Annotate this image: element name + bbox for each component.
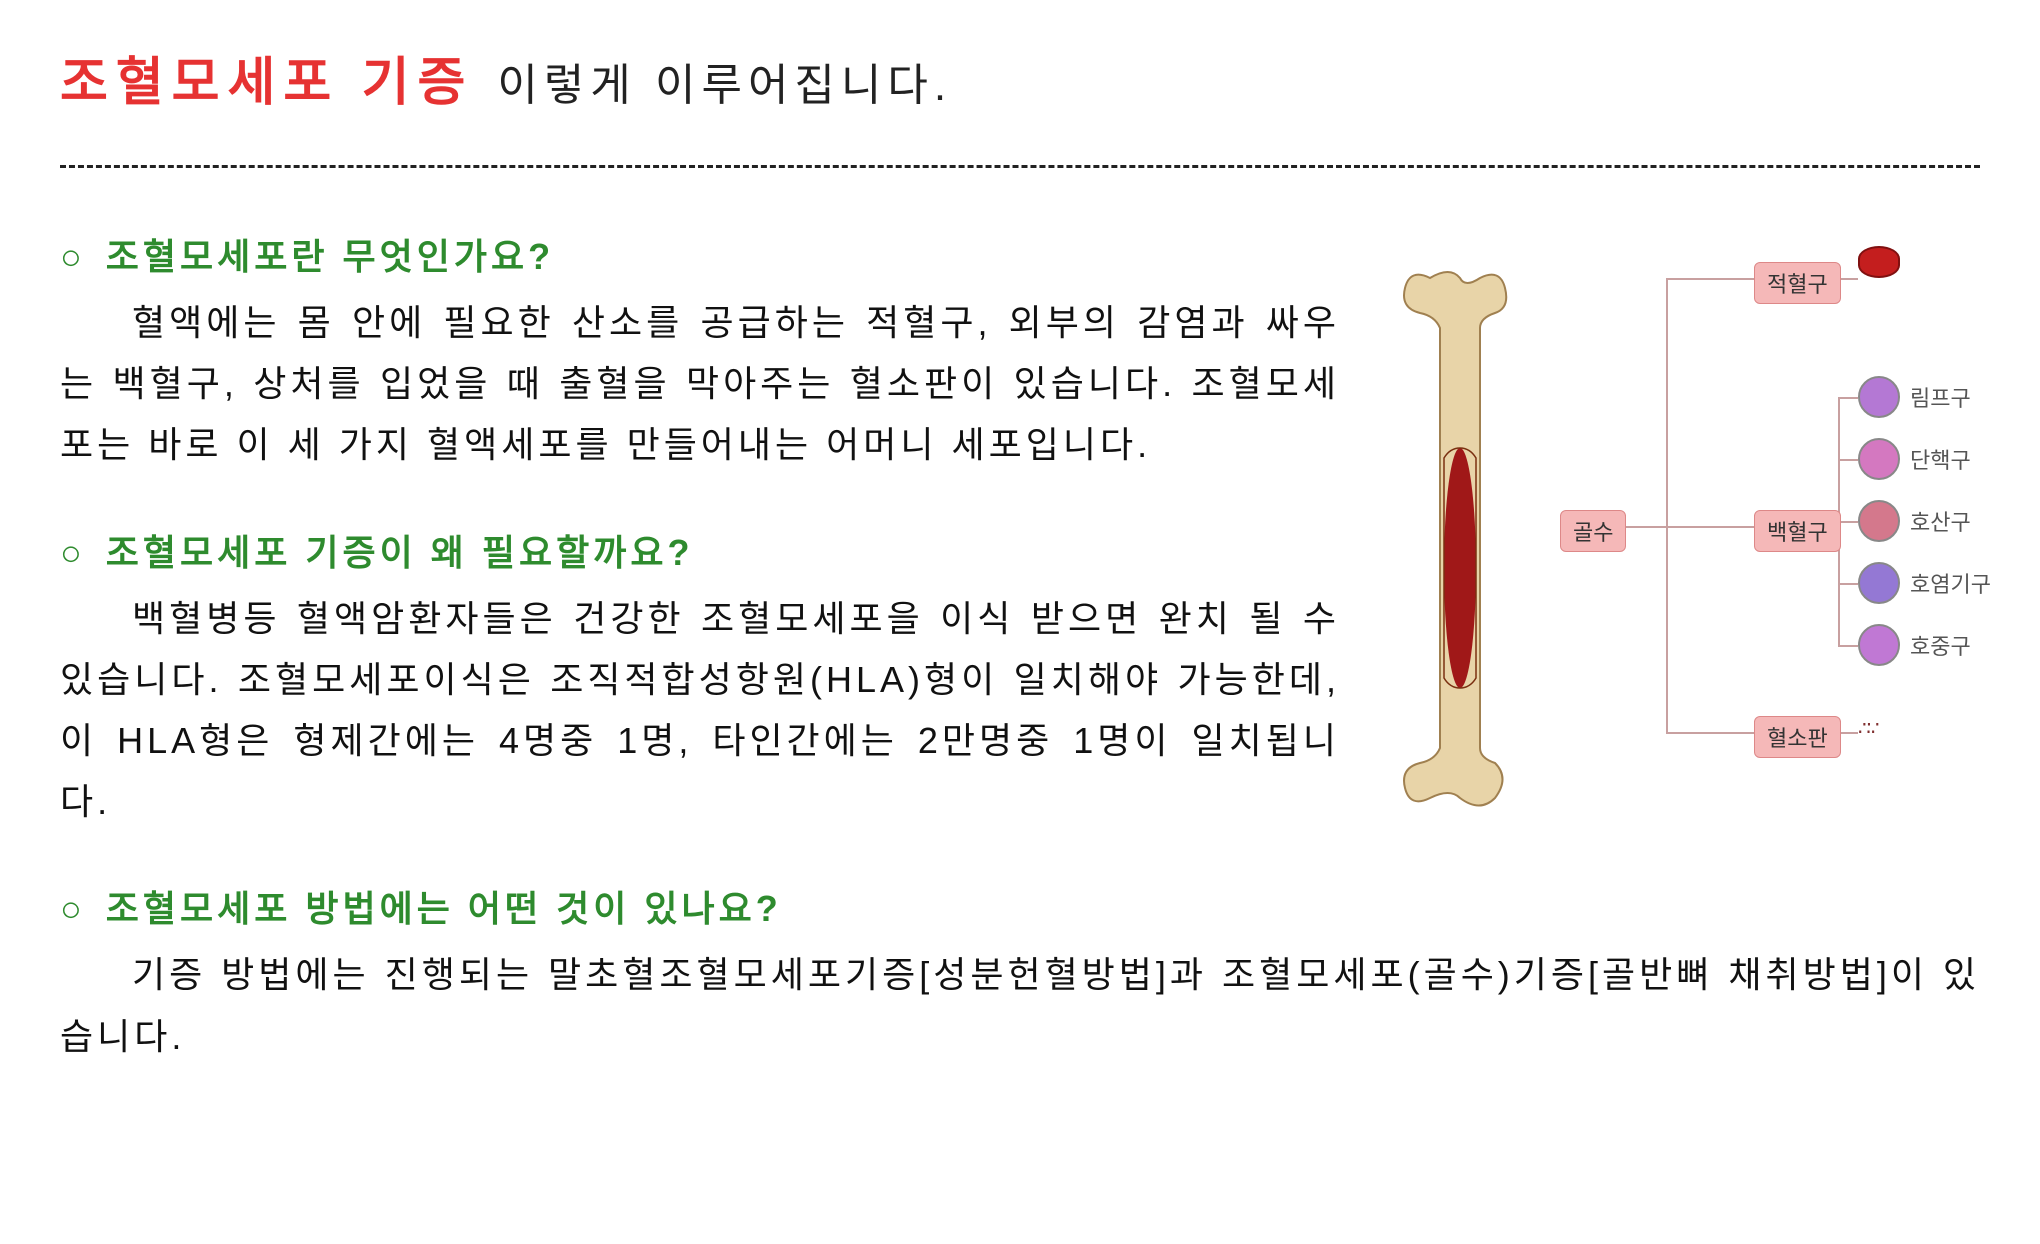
red-blood-cell-icon	[1858, 246, 1900, 278]
eosinophil-cell: 호산구	[1858, 500, 1971, 542]
section-how: ○ 조혈모세포 방법에는 어떤 것이 있나요? 기증 방법에는 진행되는 말초혈…	[60, 880, 1980, 1066]
title-main: 조혈모세포 기증	[60, 40, 473, 115]
heading-text: 조혈모세포 기증이 왜 필요할까요?	[106, 532, 694, 573]
neutrophil-cell: 호중구	[1858, 624, 1971, 666]
section-why: ○ 조혈모세포 기증이 왜 필요할까요? 백혈병등 혈액암환자들은 건강한 조혈…	[60, 524, 1340, 833]
title-row: 조혈모세포 기증 이렇게 이루어집니다.	[60, 40, 1980, 115]
section-body: 기증 방법에는 진행되는 말초혈조혈모세포기증[성분헌혈방법]과 조혈모세포(골…	[60, 944, 1980, 1066]
platelet-label: 혈소판	[1754, 716, 1841, 758]
eosinophil-label: 호산구	[1910, 505, 1971, 537]
heading-text: 조혈모세포란 무엇인가요?	[106, 236, 554, 277]
platelet-cell: ∴∵	[1858, 716, 1896, 740]
section-body: 백혈병등 혈액암환자들은 건강한 조혈모세포을 이식 받으면 완치 될 수 있습…	[60, 588, 1340, 833]
divider	[60, 165, 1980, 168]
monocyte-icon	[1858, 438, 1900, 480]
section-heading: ○ 조혈모세포 기증이 왜 필요할까요?	[60, 524, 1340, 576]
text-column: ○ 조혈모세포란 무엇인가요? 혈액에는 몸 안에 필요한 산소를 공급하는 적…	[60, 228, 1340, 832]
neutrophil-label: 호중구	[1910, 629, 1971, 661]
basophil-icon	[1858, 562, 1900, 604]
lymphocyte-cell: 림프구	[1858, 376, 1971, 418]
monocyte-cell: 단핵구	[1858, 438, 1971, 480]
platelet-icon: ∴∵	[1858, 716, 1896, 740]
bullet-icon: ○	[60, 532, 86, 573]
section-heading: ○ 조혈모세포란 무엇인가요?	[60, 228, 1340, 280]
monocyte-label: 단핵구	[1910, 443, 1971, 475]
content: ○ 조혈모세포란 무엇인가요? 혈액에는 몸 안에 필요한 산소를 공급하는 적…	[60, 228, 1980, 1067]
section-heading: ○ 조혈모세포 방법에는 어떤 것이 있나요?	[60, 880, 1980, 932]
section-body: 혈액에는 몸 안에 필요한 산소를 공급하는 적혈구, 외부의 감염과 싸우는 …	[60, 292, 1340, 476]
bullet-icon: ○	[60, 236, 86, 277]
basophil-label: 호염기구	[1910, 567, 1991, 599]
rbc-label: 적혈구	[1754, 262, 1841, 304]
title-sub: 이렇게 이루어집니다.	[497, 49, 952, 113]
lymphocyte-icon	[1858, 376, 1900, 418]
lymphocyte-label: 림프구	[1910, 381, 1971, 413]
bone-icon	[1380, 258, 1540, 818]
heading-text: 조혈모세포 방법에는 어떤 것이 있나요?	[106, 888, 782, 929]
neutrophil-icon	[1858, 624, 1900, 666]
wbc-label: 백혈구	[1754, 510, 1841, 552]
bullet-icon: ○	[60, 888, 86, 929]
basophil-cell: 호염기구	[1858, 562, 1991, 604]
red-blood-cell-cell	[1858, 246, 1900, 278]
section-what: ○ 조혈모세포란 무엇인가요? 혈액에는 몸 안에 필요한 산소를 공급하는 적…	[60, 228, 1340, 476]
marrow-label: 골수	[1560, 510, 1626, 552]
eosinophil-icon	[1858, 500, 1900, 542]
bone-marrow-diagram: 골수 적혈구 백혈구 혈소판 림프구단핵구호산구호염기구호중구 ∴∵	[1360, 228, 2020, 848]
